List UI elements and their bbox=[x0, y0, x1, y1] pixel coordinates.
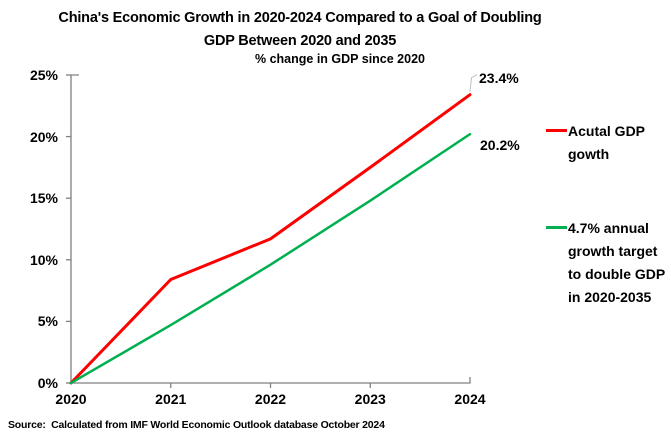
series-line-actual-gdp bbox=[69, 93, 472, 385]
y-axis-label: 0% bbox=[37, 375, 58, 391]
data-label-growth-target: 20.2% bbox=[480, 137, 520, 154]
legend-label-growth-target: 4.7% annual growth target to double GDP … bbox=[568, 220, 666, 305]
y-axis-label: 5% bbox=[37, 313, 58, 330]
series-line-growth-target bbox=[69, 132, 472, 385]
y-axis-label: 25% bbox=[29, 67, 58, 83]
chart-title: China's Economic Growth in 2020-2024 Com… bbox=[58, 10, 542, 49]
source-note: Source: Calculated from IMF World Econom… bbox=[8, 419, 385, 431]
x-axis-label: 2021 bbox=[155, 391, 187, 407]
legend-line-red-icon bbox=[546, 129, 567, 132]
chart-subtitle: % change in GDP since 2020 bbox=[255, 52, 425, 66]
legend-item-growth-target: 4.7% annual growth target to double GDP … bbox=[546, 217, 665, 309]
y-axis-label: 10% bbox=[29, 251, 58, 268]
x-axis-label: 2023 bbox=[354, 391, 386, 407]
x-axis-label: 2020 bbox=[55, 391, 87, 407]
legend-line-green-icon bbox=[546, 226, 567, 229]
axis-lines bbox=[70, 74, 471, 384]
y-axis-label: 20% bbox=[29, 128, 58, 145]
x-axis-label: 2022 bbox=[254, 391, 287, 407]
legend-item-actual-gdp: Acutal GDP gowth bbox=[546, 120, 645, 166]
x-axis-label: 2024 bbox=[454, 391, 486, 407]
leader-line bbox=[469, 74, 478, 92]
data-label-actual-gdp: 23.4% bbox=[479, 69, 519, 86]
y-axis-label: 15% bbox=[29, 190, 58, 207]
legend-label-actual-gdp: Acutal GDP gowth bbox=[568, 123, 646, 162]
